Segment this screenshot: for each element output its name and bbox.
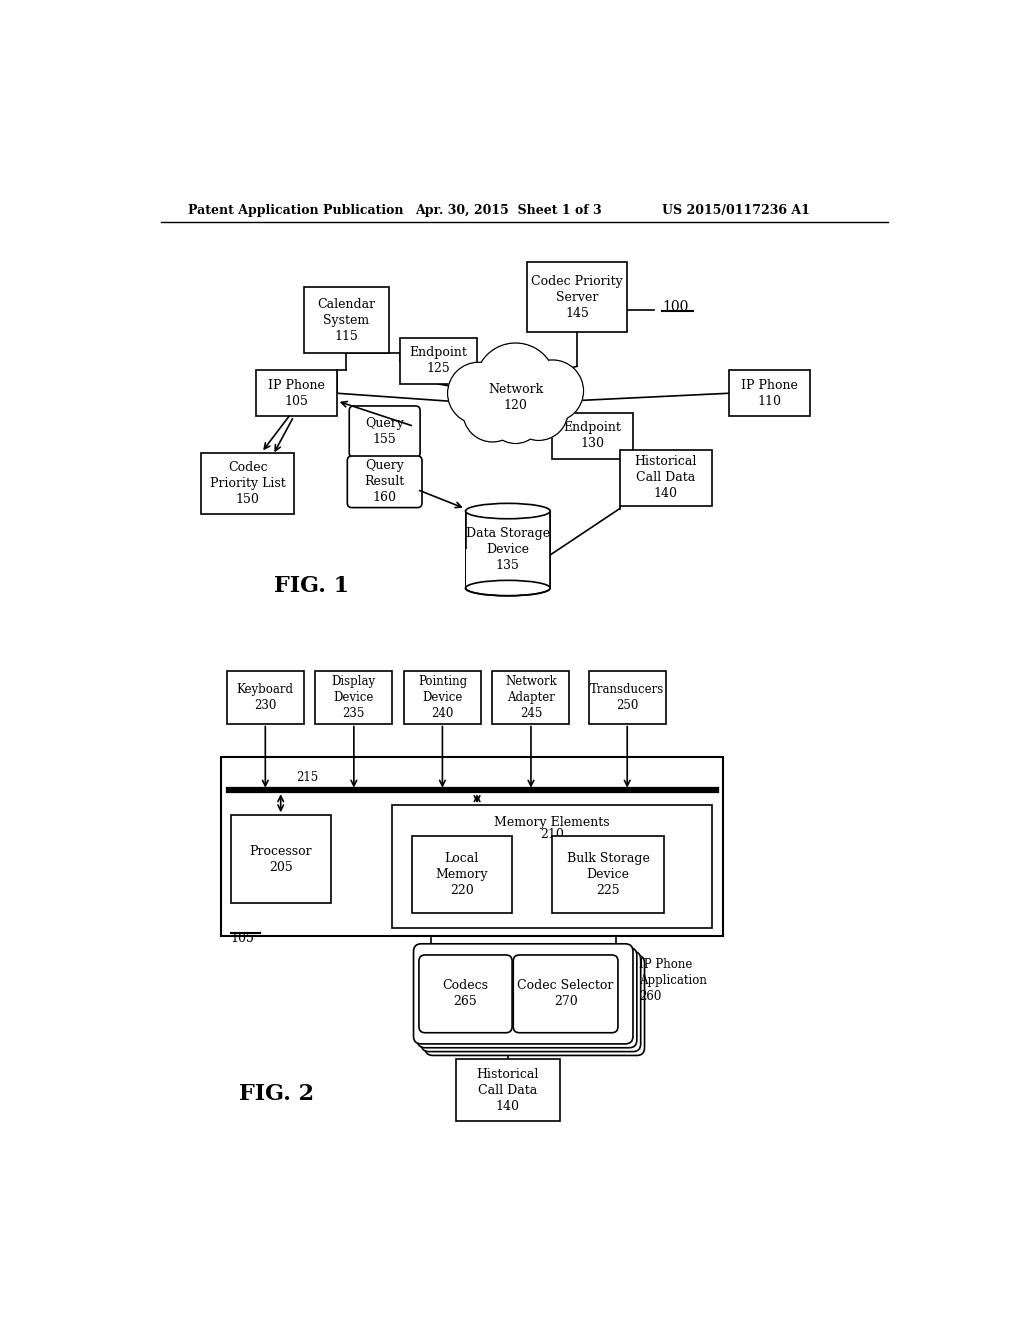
Circle shape: [488, 389, 543, 444]
Ellipse shape: [466, 581, 550, 595]
FancyBboxPatch shape: [527, 263, 628, 331]
FancyBboxPatch shape: [493, 671, 569, 723]
Ellipse shape: [466, 503, 550, 519]
FancyBboxPatch shape: [392, 805, 712, 928]
FancyBboxPatch shape: [589, 671, 666, 723]
Text: Query
155: Query 155: [366, 417, 404, 446]
Text: 210: 210: [541, 828, 564, 841]
FancyBboxPatch shape: [202, 453, 294, 515]
Circle shape: [449, 363, 508, 422]
FancyBboxPatch shape: [456, 1059, 560, 1121]
Circle shape: [511, 383, 566, 440]
Circle shape: [477, 345, 554, 422]
Circle shape: [489, 391, 542, 442]
Text: US 2015/0117236 A1: US 2015/0117236 A1: [662, 205, 810, 218]
Text: Calendar
System
115: Calendar System 115: [317, 297, 375, 343]
Text: Pointing
Device
240: Pointing Device 240: [418, 675, 467, 719]
FancyBboxPatch shape: [226, 671, 304, 723]
Text: Endpoint
125: Endpoint 125: [410, 346, 468, 375]
Text: Codecs
265: Codecs 265: [442, 979, 488, 1008]
Text: FIG. 1: FIG. 1: [274, 574, 349, 597]
Text: IP Phone
110: IP Phone 110: [741, 379, 798, 408]
Text: IP Phone
Application
260: IP Phone Application 260: [639, 958, 707, 1003]
Text: Data Storage
Device
135: Data Storage Device 135: [466, 527, 550, 572]
Circle shape: [463, 383, 521, 442]
FancyBboxPatch shape: [256, 370, 337, 416]
FancyBboxPatch shape: [620, 450, 712, 506]
Text: Keyboard
230: Keyboard 230: [237, 682, 294, 711]
Circle shape: [475, 343, 556, 424]
FancyBboxPatch shape: [552, 836, 664, 913]
FancyBboxPatch shape: [425, 956, 644, 1056]
FancyBboxPatch shape: [552, 412, 633, 459]
FancyBboxPatch shape: [729, 370, 810, 416]
FancyBboxPatch shape: [412, 836, 512, 913]
FancyBboxPatch shape: [419, 954, 512, 1032]
Text: Memory Elements: Memory Elements: [495, 816, 610, 829]
Text: Codec
Priority List
150: Codec Priority List 150: [210, 461, 286, 506]
FancyBboxPatch shape: [347, 455, 422, 508]
FancyBboxPatch shape: [304, 288, 388, 352]
FancyBboxPatch shape: [466, 549, 550, 587]
Text: Local
Memory
220: Local Memory 220: [435, 851, 488, 898]
Text: Patent Application Publication: Patent Application Publication: [188, 205, 403, 218]
FancyBboxPatch shape: [230, 814, 331, 903]
Circle shape: [447, 363, 509, 424]
Text: Display
Device
235: Display Device 235: [332, 675, 376, 719]
Text: 105: 105: [230, 932, 255, 945]
Text: Endpoint
130: Endpoint 130: [563, 421, 622, 450]
Text: Codec Priority
Server
145: Codec Priority Server 145: [531, 275, 623, 319]
Text: FIG. 2: FIG. 2: [240, 1082, 314, 1105]
Text: Historical
Call Data
140: Historical Call Data 140: [635, 455, 697, 500]
FancyBboxPatch shape: [403, 671, 481, 723]
FancyBboxPatch shape: [400, 338, 477, 384]
Circle shape: [509, 381, 568, 441]
FancyBboxPatch shape: [418, 948, 637, 1048]
FancyBboxPatch shape: [221, 758, 724, 936]
FancyBboxPatch shape: [466, 511, 550, 589]
Circle shape: [523, 362, 583, 421]
Text: Bulk Storage
Device
225: Bulk Storage Device 225: [566, 851, 649, 898]
FancyBboxPatch shape: [421, 952, 641, 1052]
FancyBboxPatch shape: [414, 944, 633, 1044]
Circle shape: [464, 384, 520, 441]
Text: Processor
205: Processor 205: [250, 845, 312, 874]
Text: Apr. 30, 2015  Sheet 1 of 3: Apr. 30, 2015 Sheet 1 of 3: [416, 205, 602, 218]
FancyBboxPatch shape: [513, 954, 617, 1032]
FancyBboxPatch shape: [315, 671, 392, 723]
Text: Network
120: Network 120: [487, 383, 543, 412]
Text: Codec Selector
270: Codec Selector 270: [517, 979, 613, 1008]
Text: Query
Result
160: Query Result 160: [365, 459, 404, 504]
Text: 100: 100: [662, 300, 688, 314]
Text: Historical
Call Data
140: Historical Call Data 140: [477, 1068, 539, 1113]
FancyBboxPatch shape: [349, 407, 420, 458]
Text: Transducers
250: Transducers 250: [590, 682, 665, 711]
Text: 215: 215: [296, 771, 318, 784]
Circle shape: [521, 360, 584, 422]
Text: Network
Adapter
245: Network Adapter 245: [505, 675, 557, 719]
Text: IP Phone
105: IP Phone 105: [267, 379, 325, 408]
